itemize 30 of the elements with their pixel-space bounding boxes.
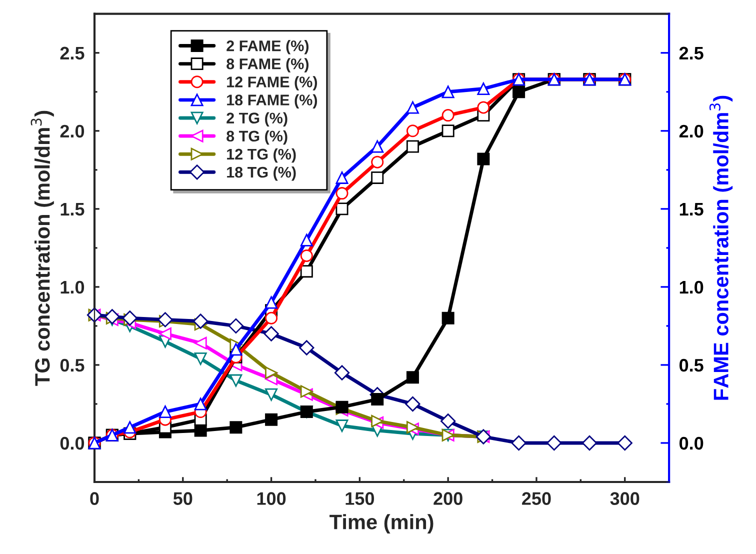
legend-label: 12 FAME (%) bbox=[227, 76, 318, 90]
x-tick-label: 250 bbox=[522, 492, 551, 505]
legend-label: 2 FAME (%) bbox=[226, 40, 309, 54]
y-tick-label: 0.5 bbox=[60, 358, 84, 372]
y2-tick-label: 1.0 bbox=[680, 280, 704, 294]
legend-label: 12 TG (%) bbox=[227, 148, 296, 163]
legend-label: 2 TG (%) bbox=[226, 112, 288, 127]
x-tick-label: 0 bbox=[90, 492, 99, 505]
x-tick-label: 150 bbox=[346, 492, 374, 505]
y2-tick-label: 0.0 bbox=[679, 436, 704, 450]
y2-axis-title: FAME concentration (mol/dm$^{3}$) bbox=[709, 96, 733, 400]
x-tick-label: 200 bbox=[434, 492, 462, 505]
y2-tick-label: 2.5 bbox=[679, 46, 704, 60]
x-axis-title: Time (min) bbox=[330, 514, 434, 534]
x-tick-label: 100 bbox=[257, 492, 286, 505]
y-tick-label: 1.0 bbox=[60, 280, 84, 294]
legend-label: 8 TG (%) bbox=[226, 130, 288, 145]
y-tick-label: 2.5 bbox=[60, 46, 84, 60]
y2-tick-label: 0.5 bbox=[679, 358, 704, 372]
legend-label: 18 TG (%) bbox=[227, 166, 296, 181]
y2-tick-label: 1.5 bbox=[680, 203, 704, 216]
legend-label: 18 FAME (%) bbox=[227, 94, 318, 108]
x-tick-label: 300 bbox=[610, 492, 640, 505]
y-tick-label: 0.0 bbox=[60, 436, 84, 450]
y-axis-title: TG concentration (mol/dm$^{3}$) bbox=[30, 110, 54, 386]
x-tick-label: 50 bbox=[173, 492, 192, 505]
y-tick-label: 2.0 bbox=[60, 124, 84, 138]
y2-tick-label: 2.0 bbox=[679, 124, 704, 138]
y-tick-label: 1.5 bbox=[60, 203, 84, 216]
legend-label: 8 FAME (%) bbox=[226, 58, 309, 72]
